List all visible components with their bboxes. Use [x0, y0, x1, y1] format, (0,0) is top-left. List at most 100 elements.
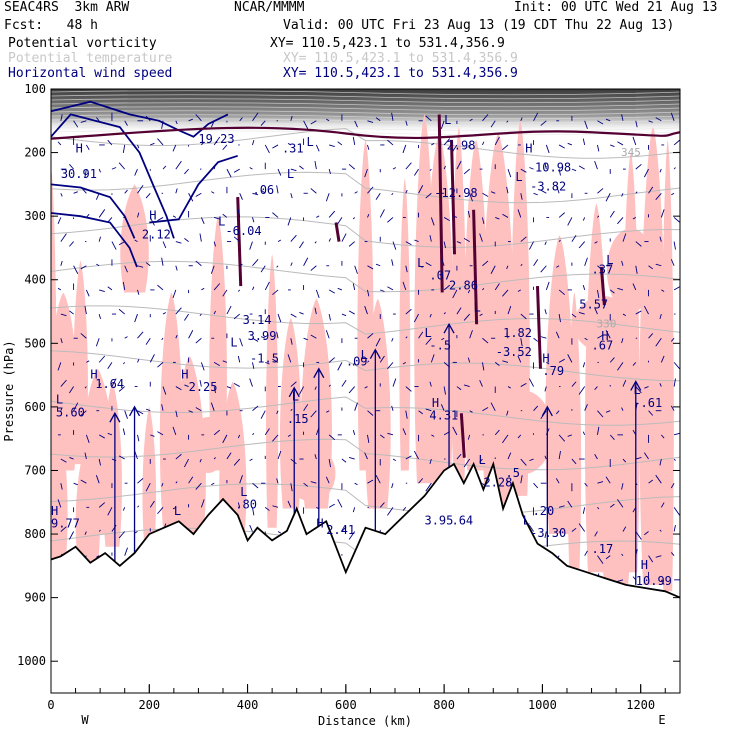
wind-speed-value-label: 3.99 [248, 329, 277, 343]
wind-vector [287, 354, 292, 363]
wind-vector [226, 452, 232, 460]
wind-speed-value-label: -.61 [633, 396, 662, 410]
wind-vector [213, 164, 216, 170]
wind-vector [249, 458, 253, 462]
wind-vector [482, 288, 485, 291]
wind-vector [392, 458, 397, 462]
wind-vector [60, 407, 63, 411]
wind-vector [299, 241, 304, 249]
theta-contour-upper [51, 106, 680, 112]
y-axis-tick-label: 500 [24, 336, 46, 350]
wind-vector [69, 531, 75, 540]
wind-vector [670, 259, 675, 266]
wind-vector [597, 426, 600, 435]
wind-vector [387, 217, 394, 223]
wind-vector [494, 283, 500, 291]
wind-vector [69, 310, 74, 315]
wind-vector [118, 308, 126, 315]
wind-vector [544, 531, 547, 539]
pv-fill-region [120, 184, 149, 293]
wind-vector [69, 457, 74, 460]
wind-vector [184, 313, 189, 321]
wind-vector [594, 307, 598, 315]
wind-vector [237, 502, 241, 508]
wind-vector [379, 209, 385, 218]
x-axis-tick-label: 1200 [626, 698, 655, 712]
wind-vector [290, 193, 293, 199]
wind-vector [354, 482, 358, 486]
wind-speed-value-label: 30.91 [61, 167, 97, 181]
wind-vector [175, 120, 178, 125]
wind-vector [635, 163, 642, 170]
wind-vector [98, 168, 101, 173]
wind-vector [555, 185, 560, 194]
wind-vector [348, 386, 356, 394]
wind-vector [605, 118, 611, 122]
wind-vector [440, 120, 445, 129]
x-axis-label: Distance (km) [318, 714, 412, 728]
wind-vector [520, 313, 527, 320]
wind-vector [375, 474, 381, 484]
wind-vector [201, 141, 205, 146]
pv-fill-region [102, 381, 122, 547]
wind-speed-value-label: 3.95 [424, 514, 453, 528]
wind-speed-value-label: 3.14 [243, 313, 272, 327]
wind-vector [494, 136, 500, 146]
wind-vector [157, 217, 164, 222]
wind-vector [643, 452, 649, 460]
wind-vector [597, 265, 604, 271]
wind-vector [506, 120, 509, 123]
wind-vector [469, 410, 473, 413]
wind-vector [60, 260, 63, 266]
wind-vector [479, 233, 483, 242]
wind-vector [506, 479, 509, 484]
wind-vector [632, 283, 637, 291]
wind-speed-value-label: .37 [592, 262, 614, 276]
wind-vector [429, 381, 432, 387]
wind-vector [290, 234, 297, 242]
wind-vector [98, 458, 101, 466]
wind-vector [222, 360, 228, 363]
extremum-marker: H [316, 517, 323, 531]
wind-vector [425, 262, 432, 267]
wind-vector [367, 410, 374, 416]
pv-fill-region [73, 260, 88, 465]
wind-vector [124, 120, 128, 126]
field-xy-pv: XY= 110.5,423.1 to 531.4,356.9 [270, 36, 505, 51]
wind-vector-head [128, 405, 141, 417]
pv-fill-region [661, 139, 674, 592]
wind-vector [314, 454, 317, 460]
extremum-marker: H [641, 558, 648, 572]
wind-vector [567, 354, 573, 363]
wind-vector [413, 450, 419, 460]
wind-vector [502, 144, 509, 151]
wind-vector [367, 434, 370, 443]
wind-vector [328, 238, 331, 242]
wind-vector [482, 407, 489, 412]
x-axis-tick-label: 1000 [528, 698, 557, 712]
wind-vector [175, 241, 182, 244]
wind-vector [226, 386, 232, 389]
wind-vector [124, 547, 128, 556]
wind-vector [555, 331, 560, 339]
wind-vector [440, 257, 445, 266]
wind-vector [533, 112, 539, 121]
wind-vector [137, 410, 144, 415]
wind-vector [213, 310, 216, 315]
wind-vector [387, 362, 394, 370]
wind-vector [341, 379, 347, 387]
wind-vector [545, 144, 550, 154]
wind-vector [582, 507, 586, 514]
wind-vector [303, 482, 309, 487]
wind-vector [673, 139, 680, 146]
wind-speed-contour [51, 183, 136, 239]
wind-speed-value-label: .20 [533, 504, 555, 518]
wind-vector [118, 531, 126, 539]
wind-vector [648, 555, 654, 563]
pv-fill-region [606, 228, 655, 313]
wind-vector [540, 189, 547, 194]
wind-vector [107, 507, 113, 516]
wind-vector [195, 114, 202, 122]
wind-vector [264, 144, 270, 154]
